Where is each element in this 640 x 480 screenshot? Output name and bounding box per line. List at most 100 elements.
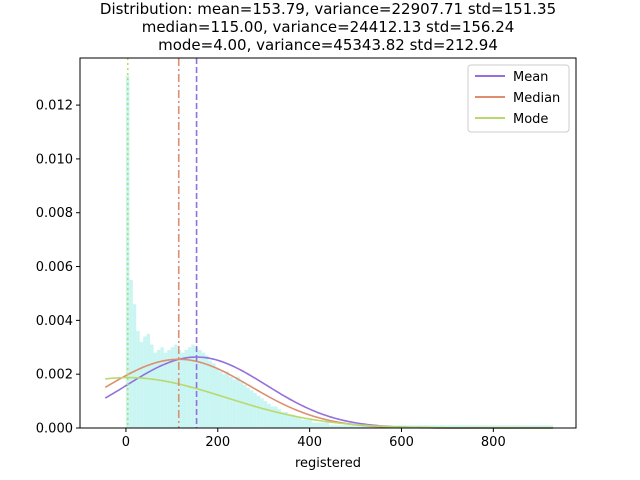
histogram-bar — [170, 347, 175, 428]
histogram-bar — [432, 425, 436, 428]
histogram-bar — [449, 425, 454, 428]
histogram-bar — [522, 425, 526, 428]
histogram-bar — [435, 425, 440, 428]
histogram-bar — [263, 401, 268, 428]
histogram-bar — [181, 352, 185, 428]
legend-label-mean: Mean — [513, 70, 548, 85]
histogram-bar — [484, 425, 488, 428]
histogram-bar — [270, 406, 275, 428]
histogram-bar — [305, 419, 309, 428]
y-tick-label: 0.008 — [36, 206, 73, 221]
x-axis-label: registered — [295, 456, 361, 471]
x-tick-label: 800 — [481, 435, 506, 450]
histogram-bar — [232, 379, 237, 428]
histogram-bar — [215, 368, 219, 428]
histogram-bar — [225, 371, 230, 428]
histogram-bar — [356, 425, 361, 428]
plot-area — [104, 58, 554, 429]
histogram-bar — [301, 419, 306, 428]
histogram-bar — [332, 425, 337, 428]
legend-label-mode: Mode — [513, 112, 548, 127]
histogram-bar — [218, 371, 223, 428]
histogram-bar — [294, 417, 299, 428]
histogram-bar — [187, 347, 192, 428]
histogram-bar — [222, 374, 226, 428]
legend: Mean Median Mode — [467, 64, 570, 133]
histogram-bar — [339, 425, 343, 428]
histogram-bar — [229, 376, 233, 428]
histogram-bar — [167, 349, 171, 428]
histogram-bar — [546, 425, 550, 428]
histogram-bar — [129, 280, 133, 428]
histogram-bar — [518, 425, 523, 428]
histogram-bar — [425, 425, 430, 428]
histogram-bar — [274, 406, 278, 428]
histogram-bar — [532, 425, 536, 428]
histogram-bar — [260, 398, 264, 428]
histogram-bar — [160, 347, 164, 428]
histogram-bar — [487, 425, 492, 428]
histogram-bar — [267, 403, 271, 428]
histogram-bar — [528, 425, 533, 428]
x-tick-label: 200 — [205, 435, 230, 450]
histogram-bar — [143, 336, 147, 428]
histogram-bar — [280, 411, 285, 428]
legend-label-median: Median — [513, 91, 560, 106]
y-tick-label: 0.010 — [36, 152, 73, 167]
histogram-bar — [239, 382, 244, 428]
histogram-bar — [511, 425, 516, 428]
histogram-bar — [542, 425, 547, 428]
histogram-bar — [549, 425, 554, 428]
histogram-bar — [146, 333, 151, 428]
histogram-bar — [508, 425, 512, 428]
histogram-bar — [456, 425, 461, 428]
histogram-bar — [470, 425, 474, 428]
histogram-bar — [156, 349, 161, 428]
histogram-bar — [342, 425, 347, 428]
x-tick-label: 600 — [389, 435, 414, 450]
histogram-bar — [504, 425, 509, 428]
histogram-bar — [208, 360, 213, 428]
histogram-bar — [494, 425, 498, 428]
histogram-bar — [535, 425, 540, 428]
histogram-bar — [150, 344, 154, 428]
histogram-bar — [463, 425, 467, 428]
histogram-bar — [212, 363, 216, 428]
histogram-bar — [298, 417, 302, 428]
histogram-bar — [132, 304, 137, 428]
histogram-bar — [246, 387, 250, 428]
x-tick-label: 400 — [297, 435, 322, 450]
histogram-bar — [349, 425, 354, 428]
histogram-bar — [442, 425, 447, 428]
histogram-bar — [477, 425, 481, 428]
histogram-bar — [136, 331, 140, 428]
y-tick-label: 0.012 — [36, 99, 73, 114]
histogram-bar — [497, 425, 502, 428]
histogram-bar — [318, 422, 323, 428]
histogram-bar — [422, 425, 426, 428]
histogram-bar — [446, 425, 450, 428]
histogram-bar — [429, 425, 433, 428]
histogram-bar — [174, 344, 178, 428]
plot-frame — [79, 57, 577, 429]
histogram-bar — [236, 376, 240, 428]
histogram-bar — [256, 395, 261, 428]
histogram-bar — [315, 422, 319, 428]
histogram-bar — [353, 425, 357, 428]
histogram-bar — [322, 422, 326, 428]
y-tick-label: 0.000 — [36, 422, 73, 437]
histogram-bar — [287, 414, 292, 428]
y-tick-label: 0.006 — [36, 260, 73, 275]
histogram-bar — [466, 425, 471, 428]
histogram-bar — [243, 384, 247, 428]
histogram-bar — [501, 425, 505, 428]
histogram-bar — [191, 344, 195, 428]
histogram-bar — [329, 425, 333, 428]
chart-title-line-1: Distribution: mean=153.79, variance=2290… — [100, 0, 556, 18]
histogram-bar — [249, 390, 254, 428]
histogram-bar — [491, 425, 495, 428]
histogram-bar — [439, 425, 443, 428]
histogram-bar — [184, 349, 188, 428]
y-tick-label: 0.002 — [36, 368, 73, 383]
